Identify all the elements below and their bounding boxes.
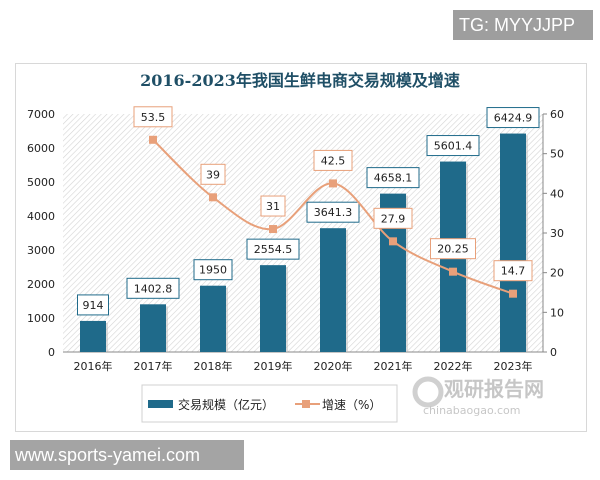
growth-point: [449, 267, 457, 276]
growth-label: 14.7: [501, 265, 526, 278]
growth-point: [329, 179, 337, 188]
bar: [80, 320, 106, 352]
x-tick-label: 2016年: [74, 359, 113, 373]
bar-label: 6424.9: [494, 112, 533, 125]
growth-label: 27.9: [381, 212, 406, 225]
left-tick-label: 2000: [27, 278, 55, 291]
right-tick-label: 50: [550, 148, 564, 161]
left-tick-label: 3000: [27, 244, 55, 257]
right-tick-label: 60: [550, 108, 564, 121]
bar-label: 914: [83, 299, 104, 312]
legend-line-label: 增速（%）: [322, 398, 381, 412]
growth-label: 31: [266, 200, 280, 213]
watermark-bottom: www.sports-yamei.com: [10, 440, 244, 470]
bar-label: 3641.3: [314, 206, 353, 219]
bar-label-box: [426, 135, 480, 157]
bar-label-box: [486, 107, 540, 129]
bar-label-box: [246, 238, 300, 260]
right-tick-label: 10: [550, 306, 564, 319]
watermark-top: TG: MYYJJPP: [453, 10, 593, 40]
x-tick-label: 2018年: [194, 359, 233, 373]
x-tick-label: 2017年: [134, 359, 173, 373]
chart-title: 2016-2023年我国生鲜电商交易规模及增速: [140, 71, 460, 90]
bar-label: 5601.4: [434, 140, 473, 153]
growth-point: [149, 135, 157, 144]
bar-label-box: [306, 201, 360, 223]
growth-point: [389, 237, 397, 246]
growth-label-box: [200, 163, 226, 185]
growth-label-box: [373, 207, 413, 229]
left-tick-label: 0: [48, 346, 55, 359]
chinabaogao-logo: 观研报告网 chinabaogao.com: [412, 376, 544, 417]
left-tick-label: 7000: [27, 108, 55, 121]
legend: 交易规模（亿元） 增速（%）: [141, 384, 398, 423]
bar-label: 2554.5: [254, 243, 293, 256]
bar-label-box: [193, 259, 233, 281]
bar-label: 1950: [199, 264, 227, 277]
growth-label-box: [133, 106, 173, 128]
x-tick-label: 2019年: [254, 359, 293, 373]
growth-label: 53.5: [141, 111, 166, 124]
growth-point: [269, 225, 277, 234]
chart-frame: [15, 63, 587, 432]
left-tick-label: 1000: [27, 312, 55, 325]
growth-label: 42.5: [321, 154, 346, 167]
bar: [260, 265, 286, 352]
growth-label: 20.25: [437, 243, 469, 256]
right-tick-label: 40: [550, 187, 564, 200]
bar: [500, 133, 526, 352]
bar-label: 4658.1: [374, 172, 413, 185]
x-tick-label: 2023年: [494, 359, 533, 373]
bar: [140, 304, 166, 352]
x-tick-label: 2021年: [374, 359, 413, 373]
bar-label-box: [366, 167, 420, 189]
bar-label-box: [126, 277, 180, 299]
growth-label-box: [430, 238, 476, 260]
svg-text:chinabaogao.com: chinabaogao.com: [423, 404, 521, 417]
growth-label-box: [313, 149, 353, 171]
growth-point: [509, 289, 517, 298]
legend-bar-label: 交易规模（亿元）: [178, 397, 274, 412]
x-tick-label: 2022年: [434, 359, 473, 373]
legend-line-marker: [302, 400, 310, 408]
bar-label: 1402.8: [134, 282, 173, 295]
right-tick-label: 0: [550, 346, 557, 359]
growth-label: 39: [206, 168, 220, 181]
right-tick-label: 20: [550, 267, 564, 280]
svg-text:观研报告网: 观研报告网: [444, 377, 544, 401]
right-tick-label: 30: [550, 227, 564, 240]
growth-label-box: [493, 260, 533, 282]
left-tick-label: 4000: [27, 210, 55, 223]
bar-label-box: [77, 294, 109, 316]
legend-bar-swatch: [148, 400, 173, 408]
bar: [320, 228, 346, 352]
bar: [200, 285, 226, 352]
growth-label-box: [260, 195, 286, 217]
left-tick-label: 5000: [27, 176, 55, 189]
growth-point: [209, 193, 217, 202]
left-tick-label: 6000: [27, 142, 55, 155]
x-tick-label: 2020年: [314, 359, 353, 373]
